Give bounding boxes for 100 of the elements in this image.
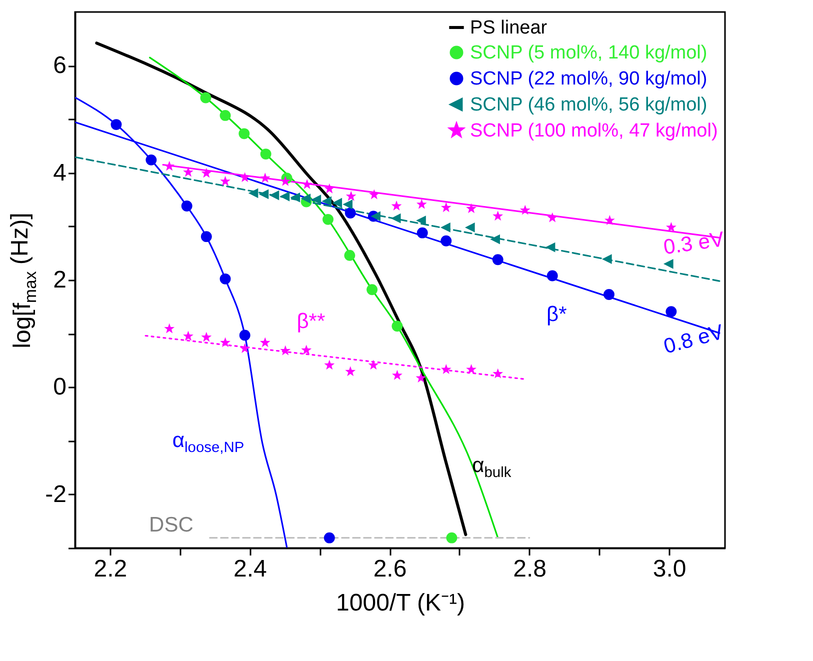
point	[545, 242, 556, 252]
point	[324, 360, 335, 370]
point	[492, 368, 504, 378]
point	[220, 176, 230, 186]
point	[520, 204, 530, 215]
point	[492, 254, 504, 266]
point	[220, 110, 231, 121]
annotation: α$_{bulk}$	[472, 454, 512, 482]
point	[346, 190, 356, 201]
point	[240, 172, 250, 182]
point	[368, 189, 380, 200]
point	[602, 254, 612, 264]
legend-label: PS linear	[470, 18, 548, 38]
point	[390, 213, 401, 224]
legend-label: SCNP (100 mol%, 47 kg/mol)	[470, 120, 718, 142]
point	[200, 92, 212, 104]
point	[344, 250, 356, 261]
point	[290, 192, 300, 202]
point	[201, 168, 212, 178]
point	[248, 188, 258, 198]
point	[440, 202, 452, 212]
point	[464, 222, 475, 232]
point	[280, 176, 291, 186]
point	[324, 532, 335, 544]
point	[604, 289, 614, 300]
point	[370, 211, 380, 222]
y-tick-label: 2	[53, 266, 66, 294]
legend-label: SCNP (5 mol%, 140 kg/mol)	[470, 42, 708, 64]
point	[490, 234, 500, 244]
y-tick-label: -2	[45, 480, 66, 508]
point	[344, 208, 356, 218]
point	[238, 128, 250, 140]
point	[302, 179, 312, 190]
point	[260, 148, 272, 160]
point	[392, 370, 402, 380]
legend-label: SCNP (22 mol%, 90 kg/mol)	[470, 68, 708, 90]
y-tick-label: 4	[53, 159, 66, 186]
point	[239, 330, 250, 341]
point	[280, 191, 290, 202]
annotation: DSC	[149, 513, 194, 536]
point	[322, 196, 332, 206]
y-tick-label: 6	[53, 52, 66, 80]
point	[146, 154, 157, 166]
point	[440, 235, 452, 246]
line-series	[95, 42, 468, 536]
point	[301, 344, 312, 355]
point	[440, 364, 452, 374]
point	[416, 227, 428, 238]
point	[332, 198, 342, 208]
x-tick-label: 2.4	[234, 556, 267, 582]
point	[269, 190, 280, 200]
point	[324, 183, 335, 194]
point	[416, 372, 426, 383]
point	[201, 332, 212, 342]
point	[446, 532, 458, 544]
point	[183, 330, 194, 341]
x-tick-label: 3.0	[652, 556, 686, 582]
point	[416, 198, 427, 209]
point	[164, 160, 175, 171]
point	[466, 364, 476, 374]
point	[604, 215, 615, 225]
annotation: α$_{loose,NP}$	[172, 428, 244, 456]
legend-label: SCNP (46 mol%, 56 kg/mol)	[470, 94, 708, 116]
point	[200, 231, 212, 242]
point	[181, 200, 192, 212]
point	[220, 273, 231, 284]
point	[110, 119, 122, 130]
point	[547, 212, 558, 222]
point	[311, 194, 322, 205]
point	[300, 194, 311, 204]
point	[391, 200, 402, 210]
point	[342, 199, 353, 210]
point	[240, 343, 250, 354]
point	[260, 337, 270, 348]
point	[183, 166, 194, 177]
point	[466, 203, 476, 214]
point	[440, 222, 450, 232]
point	[345, 366, 356, 376]
point	[260, 172, 270, 183]
point	[392, 320, 403, 332]
point	[666, 222, 676, 232]
annotation: β**	[296, 310, 326, 333]
point	[220, 337, 230, 348]
point	[492, 210, 504, 221]
point	[546, 270, 558, 282]
x-axis-title: 1000/T (K⁻¹)	[336, 590, 465, 616]
x-tick-label: 2.8	[513, 556, 546, 582]
x-tick-label: 2.6	[373, 556, 407, 582]
point	[322, 214, 334, 225]
point	[666, 306, 677, 318]
point	[366, 284, 378, 296]
annotation: β*	[546, 302, 567, 326]
point	[663, 258, 674, 269]
y-tick-label: 0	[53, 374, 66, 401]
point	[258, 189, 269, 200]
x-tick-label: 2.2	[94, 556, 128, 582]
point	[416, 216, 426, 226]
annotation: 0.3 eV	[662, 228, 726, 260]
point	[164, 323, 175, 334]
point	[280, 345, 291, 356]
